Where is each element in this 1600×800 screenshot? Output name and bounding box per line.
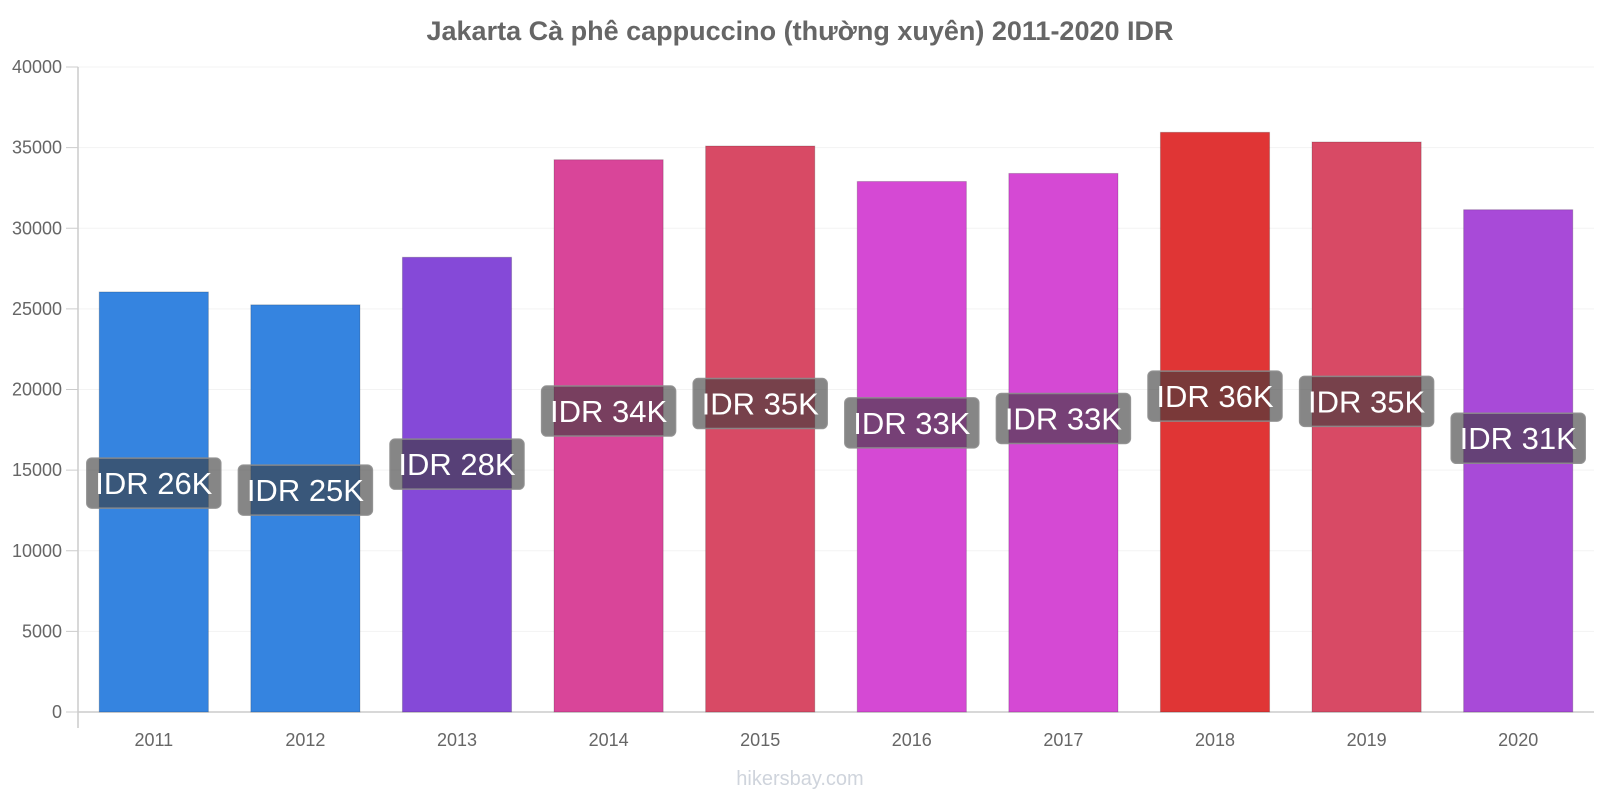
y-axis-ticks: 0 5000 10000 15000 20000 25000 30000 35000 40000 [12, 57, 78, 722]
x-tick-label: 2017 [1043, 730, 1083, 750]
y-tick-label: 20000 [12, 380, 62, 400]
data-label-box [237, 464, 374, 516]
y-tick-label: 5000 [22, 621, 62, 641]
bar-2018 [1159, 131, 1271, 713]
data-label-text: IDR 31K [1460, 421, 1577, 456]
x-tick-label: 2019 [1347, 730, 1387, 750]
data-label-box [389, 438, 525, 490]
data-label-text: IDR 28K [398, 447, 515, 482]
y-tick-label: 30000 [12, 218, 62, 238]
x-tick-label: 2016 [892, 730, 932, 750]
x-tick-label: 2020 [1498, 730, 1538, 750]
data-label-2014: IDR 34K [540, 385, 677, 437]
data-label-2012: IDR 25K [237, 464, 374, 516]
x-tick-label: 2014 [589, 730, 629, 750]
data-label-box [540, 385, 677, 437]
x-tick-label: 2012 [285, 730, 325, 750]
y-tick-label: 10000 [12, 541, 62, 561]
y-tick-label: 25000 [12, 299, 62, 319]
data-label-box [1298, 375, 1435, 428]
x-tick-label: 2018 [1195, 730, 1235, 750]
x-tick-label: 2011 [134, 730, 173, 750]
data-label-box [1147, 370, 1283, 422]
data-label-text: IDR 26K [95, 466, 212, 501]
data-label-2011: IDR 26K [86, 457, 222, 509]
data-label-2016: IDR 33K [844, 397, 980, 449]
x-tick-label: 2013 [437, 730, 477, 750]
data-label-box [844, 397, 980, 449]
data-label-box [692, 377, 828, 430]
y-tick-label: 0 [52, 702, 62, 722]
x-axis-ticks: 2011 2012 2013 2014 2015 2016 2017 2018 2019 2020 [134, 730, 1538, 750]
data-label-box [1450, 412, 1586, 464]
data-label-text: IDR 33K [1005, 401, 1122, 436]
data-label-text: IDR 25K [247, 473, 364, 508]
chart-title: Jakarta Cà phê cappuccino (thường xuyên)… [426, 16, 1174, 46]
y-tick-label: 35000 [12, 138, 62, 158]
data-label-box [86, 457, 222, 509]
data-label-2019: IDR 35K [1298, 375, 1435, 428]
y-tick-label: 15000 [12, 460, 62, 480]
data-label-box [995, 392, 1132, 445]
data-label-2020: IDR 31K [1450, 412, 1586, 464]
data-label-text: IDR 36K [1156, 379, 1273, 414]
x-tick-label: 2015 [740, 730, 780, 750]
data-labels: IDR 26K IDR 25K IDR 28K IDR 34K IDR 35K IDR 3… [86, 370, 1586, 516]
data-label-2018: IDR 36K [1147, 370, 1283, 422]
data-label-text: IDR 34K [550, 394, 667, 429]
watermark-text: hikersbay.com [736, 768, 864, 790]
data-label-2017: IDR 33K [995, 392, 1132, 445]
data-label-2015: IDR 35K [692, 377, 828, 430]
data-label-text: IDR 35K [702, 387, 819, 422]
data-label-text: IDR 33K [853, 406, 970, 441]
data-label-2013: IDR 28K [389, 438, 525, 490]
y-tick-label: 40000 [12, 57, 62, 77]
data-label-text: IDR 35K [1308, 384, 1425, 419]
